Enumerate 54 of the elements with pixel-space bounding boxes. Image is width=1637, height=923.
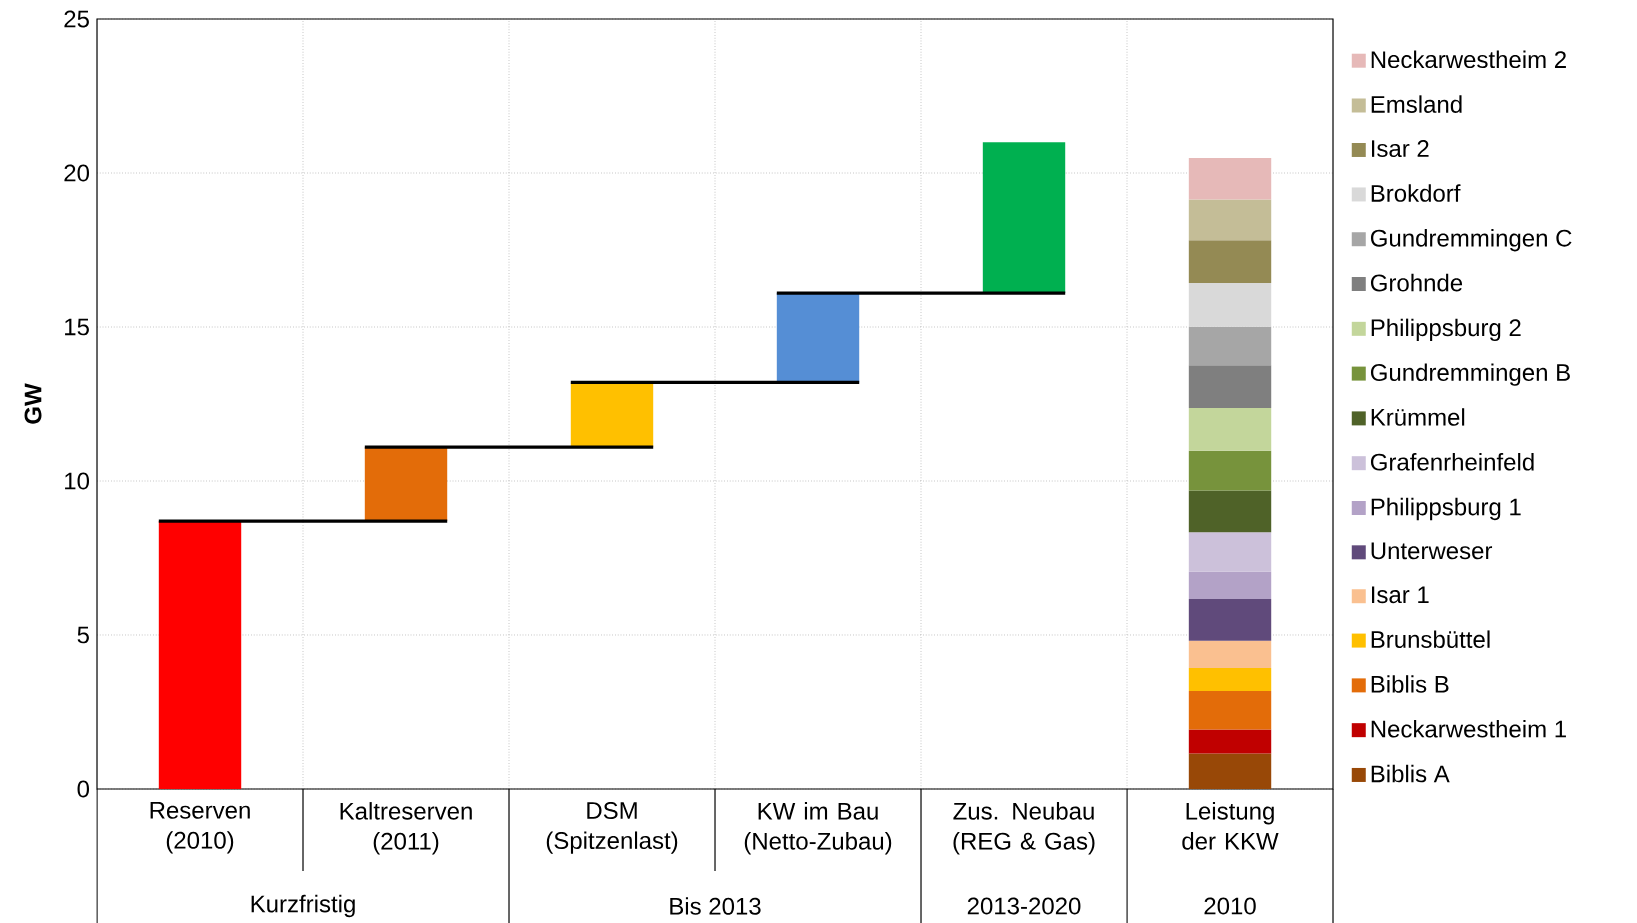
legend-label: Grafenrheinfeld: [1370, 453, 1534, 471]
bar: [1188, 157, 1272, 200]
x-tick-label: Reserven (2010): [150, 802, 250, 854]
bar: [1188, 753, 1272, 789]
bar: [1188, 640, 1272, 668]
bar: [1188, 326, 1272, 366]
bar: [1188, 365, 1272, 409]
legend-label: Gundremmingen B: [1370, 363, 1570, 386]
y-tick-label: 15: [65, 318, 89, 336]
legend-label: Brokdorf: [1371, 184, 1461, 202]
bar: [1188, 240, 1272, 283]
bar: [1188, 450, 1272, 491]
text: 2013-2020: [967, 897, 1081, 915]
x-tick-label: Leistung der KKW: [1182, 802, 1279, 850]
bar: [776, 293, 860, 383]
bar: [1188, 729, 1272, 754]
bar: [1188, 282, 1272, 327]
bar: [1188, 199, 1272, 241]
text: 2010: [1204, 897, 1256, 915]
legend-label: Emsland: [1371, 95, 1462, 113]
legend-label: Philippsburg 2: [1371, 318, 1521, 341]
x-tick-label: Kaltreserven (2011): [340, 802, 472, 855]
y-tick-label: 0: [77, 780, 90, 798]
legend-label: Neckarwestheim 2: [1371, 50, 1566, 69]
text: Bis 2013: [670, 897, 761, 915]
legend-label: Biblis B: [1371, 675, 1449, 693]
x-tick-label: KW im Bau (Netto-Zubau): [744, 802, 892, 855]
legend-label: Krümmel: [1371, 408, 1465, 426]
bar: [1188, 598, 1272, 641]
bar: [158, 521, 242, 789]
legend-label: Biblis A: [1371, 764, 1450, 783]
y-tick-label: 10: [65, 472, 90, 490]
legend-label: Isar 1: [1371, 586, 1429, 604]
y-axis-title: GW: [24, 383, 42, 424]
y-tick-label: 20: [64, 164, 90, 182]
legend-label: Philippsburg 1: [1371, 497, 1521, 521]
x-tick-label: Zus. Neubau (REG & Gas): [953, 802, 1095, 855]
legend-label: Gundremmingen C: [1370, 229, 1572, 252]
legend-label: Grohnde: [1370, 273, 1463, 292]
text: Kurzfristig: [251, 894, 355, 918]
x-tick-label: DSM (Spitzenlast): [546, 802, 678, 854]
bar: [1188, 532, 1272, 572]
legend-label: Neckarwestheim 1: [1371, 719, 1566, 738]
y-tick-label: 25: [64, 10, 89, 28]
bar: [1188, 691, 1272, 730]
bar: [1188, 667, 1272, 692]
y-tick-label: 5: [77, 626, 89, 644]
legend-label: Unterweser: [1371, 542, 1493, 560]
bar: [982, 142, 1066, 294]
bar: [1188, 490, 1272, 533]
bar: [1188, 408, 1272, 451]
legend-label: Isar 2: [1371, 140, 1429, 158]
bar: [1188, 571, 1272, 599]
legend-label: Brunsbüttel: [1371, 630, 1490, 648]
